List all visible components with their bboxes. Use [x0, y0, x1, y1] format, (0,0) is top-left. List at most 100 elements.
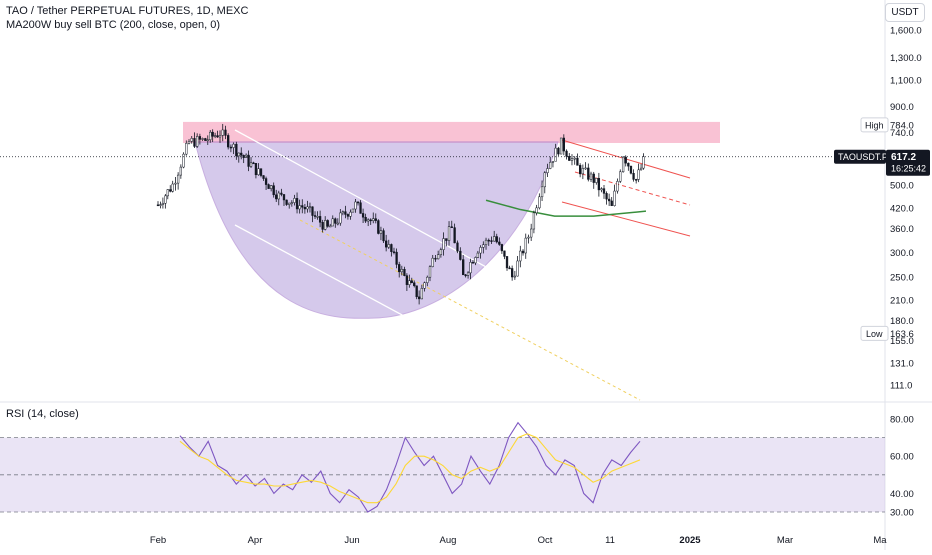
- candle-body: [316, 216, 319, 218]
- candle-body: [156, 204, 160, 207]
- candle-down: [204, 137, 207, 141]
- candle-down: [602, 184, 606, 199]
- candle-body: [420, 288, 423, 300]
- candle-up: [400, 265, 403, 276]
- candle-body: [546, 168, 549, 173]
- candle-body: [554, 147, 557, 162]
- candle-down: [410, 277, 413, 284]
- candle-down: [503, 250, 506, 260]
- candle-up: [513, 270, 517, 280]
- candle-down: [267, 183, 270, 189]
- candle-body: [592, 173, 595, 183]
- candle-down: [334, 217, 337, 228]
- currency-button[interactable]: USDT: [885, 3, 925, 22]
- candle-up: [447, 221, 451, 246]
- candle-body: [527, 236, 530, 239]
- candle-down: [417, 290, 421, 305]
- ma200w-line: [485, 199, 647, 217]
- price-axis-tick: 360.0: [890, 224, 914, 235]
- candle-body: [252, 162, 255, 165]
- candle-up: [482, 241, 485, 254]
- candle-up: [595, 178, 598, 185]
- yellow-dashed-line: [299, 219, 641, 401]
- time-axis-tick: Mar: [777, 535, 793, 546]
- candle-up: [182, 152, 185, 169]
- candle-up: [516, 255, 519, 277]
- symbol-tag-box: [834, 149, 886, 164]
- candle-up: [621, 156, 625, 173]
- candle-body: [490, 240, 493, 242]
- candle-body: [426, 276, 429, 283]
- candle-body: [619, 171, 622, 182]
- candle-up: [290, 200, 293, 207]
- candle-down: [413, 280, 416, 288]
- candle-up: [639, 163, 643, 171]
- candle-down: [216, 130, 219, 138]
- candle-up: [166, 189, 169, 200]
- candle-body: [581, 168, 585, 175]
- candle-up: [573, 156, 576, 165]
- candle-down: [395, 248, 398, 269]
- price-axis-tick: 1,300.0: [890, 53, 922, 64]
- time-axis-tick: Aug: [440, 535, 457, 546]
- candle-up: [616, 178, 619, 194]
- price-axis-tick: 900.0: [890, 102, 914, 113]
- candle-down: [229, 144, 233, 153]
- rsi-line: [179, 421, 641, 513]
- candle-up: [298, 199, 301, 214]
- candle-up: [324, 216, 327, 231]
- candle-body: [524, 237, 527, 254]
- candle-up: [476, 250, 480, 259]
- candle-down: [303, 203, 307, 214]
- candle-body: [259, 168, 263, 176]
- candle-body: [587, 167, 590, 180]
- candle-up: [206, 135, 209, 145]
- candle-down: [361, 208, 365, 224]
- candle-body: [369, 219, 372, 222]
- candle-body: [169, 189, 172, 192]
- candle-body: [565, 150, 568, 157]
- candle-down: [587, 163, 590, 182]
- candle-up: [527, 234, 530, 244]
- candle-down: [498, 237, 501, 246]
- candle-body: [459, 250, 462, 260]
- candle-body: [392, 251, 396, 253]
- price-axis-tick: 300.0: [890, 248, 914, 259]
- candle-up: [349, 209, 352, 220]
- candle-down: [211, 129, 214, 143]
- candle-down: [198, 133, 202, 145]
- candle-up: [249, 157, 253, 168]
- candle-up: [519, 245, 522, 268]
- chart-title: TAO / Tether PERPETUAL FUTURES, 1D, MEXC: [6, 5, 249, 17]
- candle-body: [308, 206, 312, 209]
- candle-body: [627, 162, 630, 167]
- candle-body: [282, 194, 286, 201]
- rsi-legend[interactable]: RSI (14, close): [6, 408, 79, 420]
- candle-up: [341, 210, 345, 216]
- candle-down: [459, 247, 462, 261]
- candle-down: [565, 149, 568, 160]
- candle-body: [324, 220, 327, 230]
- candle-down: [462, 254, 465, 276]
- candle-body: [445, 238, 448, 241]
- candle-body: [326, 220, 329, 227]
- candle-down: [193, 132, 196, 148]
- candle-down: [224, 125, 227, 140]
- candle-body: [182, 153, 185, 168]
- candle-up: [589, 171, 593, 183]
- candle-down: [510, 265, 514, 281]
- candle-down: [521, 249, 525, 256]
- candle-body: [361, 213, 365, 218]
- candle-body: [600, 188, 603, 191]
- rsi-axis-tick: 80.00: [890, 415, 914, 426]
- candle-body: [624, 156, 627, 164]
- candle-body: [495, 236, 498, 243]
- indicator-legend[interactable]: MA200W buy sell BTC (200, close, open, 0…: [6, 19, 220, 31]
- candle-down: [295, 192, 299, 214]
- candle-body: [288, 202, 291, 205]
- candle-down: [285, 199, 288, 206]
- candle-down: [254, 163, 258, 179]
- candle-body: [576, 157, 579, 166]
